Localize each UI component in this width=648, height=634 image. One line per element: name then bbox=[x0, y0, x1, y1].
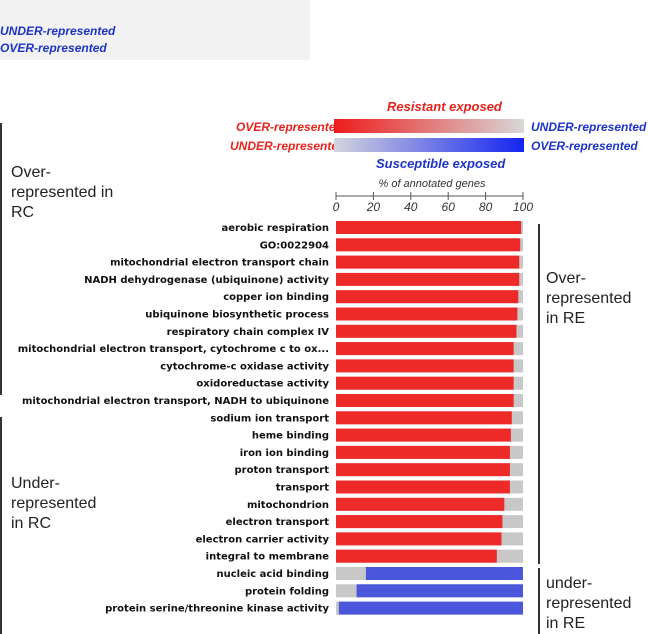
bar-susceptible bbox=[365, 567, 523, 580]
bar-resistant bbox=[336, 463, 510, 477]
legend-blue-left: UNDER-represented bbox=[230, 139, 346, 153]
category-label: protein folding bbox=[245, 586, 329, 597]
category-label: mitochondrion bbox=[247, 500, 329, 511]
bar-resistant bbox=[336, 272, 520, 286]
bar-resistant bbox=[336, 290, 519, 304]
right-bracket-under bbox=[538, 568, 540, 634]
category-labels: aerobic respiration GO:0022904 mitochondri… bbox=[18, 223, 330, 615]
side-label-under-rc: Under- represented in RC bbox=[11, 475, 97, 532]
x-tick-label: 40 bbox=[404, 200, 418, 214]
legend-gradient-blue bbox=[334, 138, 524, 152]
side-label-over-rc: Over- represented in RC bbox=[11, 164, 114, 221]
bar-resistant bbox=[336, 221, 522, 234]
bars bbox=[336, 221, 523, 615]
x-tick-label: 20 bbox=[366, 200, 381, 214]
category-label: heme binding bbox=[252, 431, 329, 442]
side-label-under-re: under- represented in RE bbox=[546, 575, 632, 632]
bar-resistant bbox=[336, 376, 514, 390]
legend-resistant-title: Resistant exposed bbox=[387, 99, 502, 114]
bar-susceptible bbox=[356, 584, 523, 598]
category-label: transport bbox=[276, 483, 329, 494]
top-legend-strip: UNDER-represented OVER-represented bbox=[0, 0, 310, 60]
category-label: GO:0022904 bbox=[260, 240, 329, 251]
bar-resistant bbox=[336, 428, 511, 442]
category-label: cytochrome-c oxidase activity bbox=[160, 361, 329, 372]
category-label: proton transport bbox=[235, 465, 330, 476]
x-tick-label: 100 bbox=[513, 200, 533, 214]
category-label: sodium ion transport bbox=[210, 413, 329, 424]
legend-gradient-red bbox=[334, 119, 524, 133]
right-bracket-over bbox=[538, 224, 540, 564]
legend-susceptible-title: Susceptible exposed bbox=[376, 156, 506, 171]
category-label: ubiquinone biosynthetic process bbox=[145, 310, 329, 321]
bar-resistant bbox=[336, 238, 521, 252]
bar-resistant bbox=[336, 342, 514, 356]
category-label: respiratory chain complex IV bbox=[167, 327, 330, 338]
bar-resistant bbox=[336, 515, 503, 529]
side-label-over-re: Over- represented in RE bbox=[546, 270, 632, 327]
category-label: mitochondrial electron transport chain bbox=[110, 258, 329, 269]
bar-resistant bbox=[336, 445, 510, 459]
bar-resistant bbox=[336, 394, 514, 407]
category-label: mitochondrial electron transport, cytoch… bbox=[18, 344, 329, 355]
top-legend-over: OVER-represented bbox=[0, 41, 107, 55]
legend-red-left: OVER-represented bbox=[236, 120, 343, 134]
category-label: nucleic acid binding bbox=[216, 569, 329, 580]
bar-resistant bbox=[336, 497, 505, 511]
category-label: NADH dehydrogenase (ubiquinone) activity bbox=[84, 275, 329, 286]
category-label: electron transport bbox=[226, 517, 330, 528]
category-label: oxidoreductase activity bbox=[196, 379, 329, 390]
left-bracket-rule bbox=[0, 123, 2, 634]
category-label: aerobic respiration bbox=[222, 223, 329, 234]
category-label: protein serine/threonine kinase activity bbox=[105, 604, 329, 615]
bar-resistant bbox=[336, 359, 514, 373]
legend-red-right: UNDER-represented bbox=[531, 120, 647, 134]
legend-blue-right: OVER-represented bbox=[531, 139, 638, 153]
x-tick-label: 60 bbox=[442, 200, 456, 214]
bar-resistant bbox=[336, 549, 497, 563]
bar-resistant bbox=[336, 307, 518, 321]
bar-resistant bbox=[336, 324, 517, 338]
category-label: mitochondrial electron transport, NADH t… bbox=[22, 396, 329, 407]
category-label: electron carrier activity bbox=[196, 534, 330, 545]
bar-resistant bbox=[336, 480, 510, 494]
x-tick-label: 80 bbox=[479, 200, 493, 214]
category-label: integral to membrane bbox=[206, 552, 330, 563]
top-legend-under: UNDER-represented bbox=[0, 24, 116, 38]
bar-resistant bbox=[336, 532, 502, 546]
bar-resistant bbox=[336, 255, 520, 269]
category-label: iron ion binding bbox=[240, 448, 329, 459]
x-axis: 0 20 40 60 80 100 bbox=[333, 192, 533, 214]
category-label: copper ion binding bbox=[223, 292, 329, 303]
left-bracket-gap bbox=[0, 395, 3, 417]
bar-resistant bbox=[336, 411, 512, 425]
x-tick-label: 0 bbox=[333, 200, 340, 214]
bar-susceptible bbox=[338, 601, 523, 615]
x-axis-title: % of annotated genes bbox=[378, 178, 486, 190]
